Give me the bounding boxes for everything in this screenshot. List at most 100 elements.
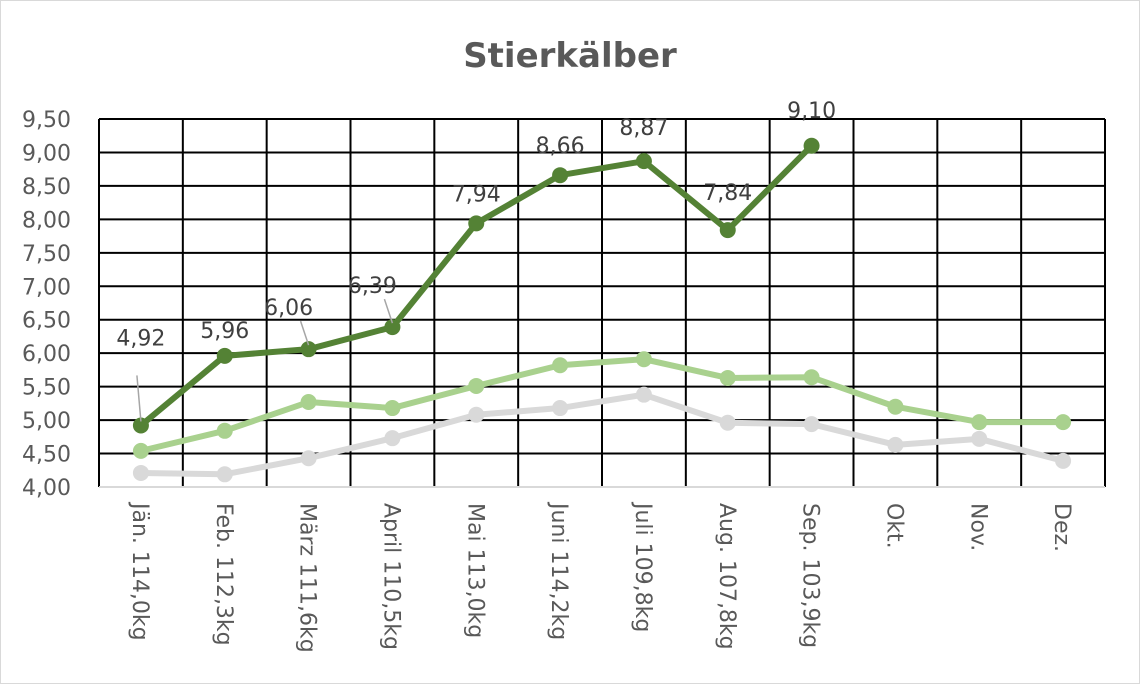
data-point — [384, 430, 401, 447]
data-point — [803, 137, 820, 154]
x-tick-weight: 107,8kg — [714, 553, 739, 650]
x-tick-month: März — [295, 503, 320, 556]
x-tick-weight: 112,3kg — [211, 549, 236, 646]
y-tick-label: 8,50 — [22, 175, 71, 200]
x-tick-label: April 110,5kg — [378, 503, 403, 650]
data-point — [552, 357, 569, 374]
data-point — [300, 394, 317, 411]
x-tick-weight: 103,9kg — [798, 551, 823, 648]
data-point — [300, 450, 317, 467]
data-label: 7,84 — [703, 181, 752, 206]
data-label: 8,66 — [536, 134, 585, 159]
data-point — [971, 414, 988, 431]
y-tick-label: 7,50 — [22, 242, 71, 267]
data-label: 8,87 — [619, 116, 668, 141]
data-point — [132, 464, 149, 481]
x-tick-label: Mai 113,0kg — [462, 503, 487, 638]
x-tick-weight: 113,0kg — [462, 542, 487, 639]
x-tick-month: Dez. — [1049, 503, 1074, 552]
data-point — [803, 369, 820, 386]
x-tick-label: Aug. 107,8kg — [714, 503, 739, 650]
x-tick-label: Nov. — [965, 503, 990, 551]
data-point — [719, 369, 736, 386]
x-tick-label: Sep. 103,9kg — [798, 503, 823, 648]
x-tick-month: Juli — [630, 501, 655, 536]
data-point — [803, 416, 820, 433]
data-point — [216, 347, 233, 364]
data-label: 6,06 — [264, 296, 313, 321]
x-tick-month: Juni — [546, 501, 571, 544]
data-point — [719, 414, 736, 431]
x-tick-month: Sep. — [798, 503, 823, 551]
data-point — [719, 222, 736, 239]
data-point — [468, 406, 485, 423]
data-label: 9,10 — [787, 99, 836, 124]
data-point — [216, 466, 233, 483]
x-tick-weight: 114,2kg — [546, 544, 571, 641]
data-point — [635, 386, 652, 403]
x-tick-weight: 114,0kg — [127, 544, 152, 641]
series-series2 — [132, 351, 1072, 459]
x-tick-month: April — [378, 503, 403, 553]
y-tick-label: 5,00 — [22, 409, 71, 434]
x-tick-month: Aug. — [714, 503, 739, 553]
x-tick-weight: 111,6kg — [295, 556, 320, 653]
x-axis: Jän. 114,0kg Feb. 112,3kg März 111,6kg Apri… — [127, 501, 1074, 653]
data-point — [971, 430, 988, 447]
leader-line — [383, 298, 394, 324]
x-tick-month: Jän. — [127, 501, 152, 544]
x-tick-month: Okt. — [881, 503, 906, 549]
x-tick-label: Feb. 112,3kg — [211, 503, 236, 646]
x-tick-label: Jän. 114,0kg — [127, 501, 152, 641]
data-point — [216, 422, 233, 439]
data-point — [1055, 414, 1072, 431]
series-series3 — [132, 386, 1072, 483]
y-tick-label: 7,00 — [22, 275, 71, 300]
data-point — [300, 341, 317, 358]
x-tick-label: Dez. — [1049, 503, 1074, 552]
y-tick-label: 4,50 — [22, 443, 71, 468]
data-point — [552, 167, 569, 184]
y-axis: 4,00 4,50 5,00 5,50 6,00 6,50 7,00 7,50 8,00 8,50… — [22, 108, 71, 501]
x-tick-weight: 109,8kg — [630, 536, 655, 633]
x-tick-label: Juni 114,2kg — [546, 501, 571, 640]
data-point — [384, 400, 401, 417]
leader-line — [136, 375, 142, 422]
x-tick-label: Okt. — [881, 503, 906, 549]
x-tick-label: März 111,6kg — [295, 503, 320, 653]
data-point — [468, 377, 485, 394]
x-tick-weight: 110,5kg — [378, 553, 403, 650]
series-line — [140, 391, 1064, 478]
y-tick-label: 5,50 — [22, 376, 71, 401]
data-point — [887, 398, 904, 415]
x-tick-month: Feb. — [211, 503, 236, 549]
y-tick-label: 4,00 — [22, 476, 71, 501]
data-label: 5,96 — [200, 319, 249, 344]
y-tick-label: 8,00 — [22, 208, 71, 233]
data-point — [384, 319, 401, 336]
x-tick-label: Juli 109,8kg — [630, 501, 655, 632]
x-tick-month: Mai — [462, 503, 487, 542]
data-label: 7,94 — [452, 182, 501, 207]
data-point — [552, 400, 569, 417]
data-point — [635, 153, 652, 170]
x-tick-month: Nov. — [965, 503, 990, 551]
data-point — [132, 417, 149, 434]
series-group: 4,92 5,96 6,06 6,39 7,94 8,66 8,87 7,84 9,10 — [116, 99, 1072, 483]
data-label: 6,39 — [348, 274, 397, 299]
y-tick-label: 9,50 — [22, 108, 71, 133]
chart-title: Stierkälber — [463, 36, 677, 76]
data-point — [635, 351, 652, 368]
y-tick-label: 6,00 — [22, 342, 71, 367]
series-current: 4,92 5,96 6,06 6,39 7,94 8,66 8,87 7,84 9,10 — [116, 99, 836, 434]
data-label: 4,92 — [116, 326, 165, 351]
y-tick-label: 6,50 — [22, 309, 71, 334]
series-line — [140, 356, 1064, 454]
leader-line — [299, 320, 310, 346]
gridlines — [98, 118, 1106, 488]
data-point — [1055, 452, 1072, 469]
data-point — [132, 442, 149, 459]
data-point — [887, 436, 904, 453]
data-point — [468, 215, 485, 232]
